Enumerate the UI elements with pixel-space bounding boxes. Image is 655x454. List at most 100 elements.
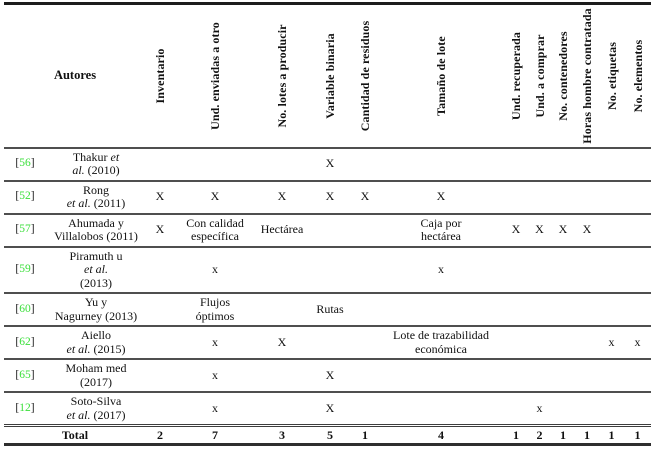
cell-no-elementos [624, 358, 652, 392]
cell-no-contenedores [551, 391, 576, 426]
cell-inventario [146, 245, 175, 293]
cell-cantidad-de-residuos [352, 146, 379, 181]
column-header-no-contenedores: No. contenedores [551, 4, 575, 148]
table-row: [52] Rong et al. (2011) X X X X X X [4, 179, 652, 214]
total-no-lotes-a-producir: 3 [256, 424, 309, 445]
cell-variable-binaria: X [308, 358, 353, 392]
cell-no-etiquetas [599, 358, 625, 392]
citation-link[interactable]: [62] [4, 325, 46, 359]
cell-inventario [146, 292, 175, 326]
column-header-label: No. elementos [630, 39, 645, 113]
cell-und-enviadas-a-otro: Con calidad específica [174, 212, 257, 247]
cell-tamano-de-lote [378, 391, 505, 426]
cell-variable-binaria: Rutas [308, 292, 353, 326]
citation-link[interactable]: [59] [4, 245, 46, 293]
total-und-a-comprar: 2 [528, 424, 552, 445]
cell-cantidad-de-residuos [352, 325, 379, 359]
cell-cantidad-de-residuos [352, 391, 379, 426]
total-inventario: 2 [146, 424, 175, 445]
cell-no-lotes-a-producir [256, 358, 309, 392]
cell-no-lotes-a-producir [256, 146, 309, 181]
cell-no-lotes-a-producir [256, 292, 309, 326]
cell-und-recuperada [504, 358, 529, 392]
cell-und-recuperada [504, 292, 529, 326]
column-header-label: Und. recuperada [509, 31, 524, 120]
cell-horas-hombre-contratada [575, 292, 600, 326]
cell-und-recuperada [504, 391, 529, 426]
total-row: Total 2 7 3 5 1 4 1 2 1 1 1 1 [4, 424, 652, 445]
cell-variable-binaria: X [308, 391, 353, 426]
cell-horas-hombre-contratada [575, 179, 600, 214]
cell-no-contenedores [551, 358, 576, 392]
cell-no-contenedores [551, 245, 576, 293]
cell-no-etiquetas [599, 292, 625, 326]
cell-cantidad-de-residuos: X [352, 179, 379, 214]
cell-no-elementos: x [624, 325, 652, 359]
cell-no-contenedores [551, 179, 576, 214]
total-variable-binaria: 5 [308, 424, 353, 445]
cell-horas-hombre-contratada: X [575, 212, 600, 247]
cell-no-lotes-a-producir: X [256, 325, 309, 359]
author-name: Moham med (2017) [46, 358, 147, 392]
cell-und-a-comprar [528, 292, 552, 326]
cell-und-recuperada: X [504, 212, 529, 247]
citation-link[interactable]: [56] [4, 146, 46, 181]
cell-no-etiquetas [599, 245, 625, 293]
citation-link[interactable]: [52] [4, 179, 46, 214]
cell-und-enviadas-a-otro: X [174, 179, 257, 214]
cell-no-etiquetas [599, 146, 625, 181]
cell-und-enviadas-a-otro: x [174, 245, 257, 293]
cell-inventario [146, 391, 175, 426]
total-und-enviadas-a-otro: 7 [174, 424, 257, 445]
cell-horas-hombre-contratada [575, 358, 600, 392]
cell-cantidad-de-residuos [352, 358, 379, 392]
cell-horas-hombre-contratada [575, 325, 600, 359]
citation-link[interactable]: [57] [4, 212, 46, 247]
author-name: Thakur et al. (2010) [46, 146, 147, 181]
cell-no-etiquetas [599, 212, 625, 247]
cell-no-contenedores [551, 325, 576, 359]
column-header-horas-hombre-contratada: Horas hombre contratada [575, 4, 599, 148]
column-header-label: No. etiquetas [604, 41, 619, 110]
cell-und-a-comprar [528, 179, 552, 214]
cell-no-etiquetas: x [599, 325, 625, 359]
table-row: [59] Piramuth u et al. (2013) x x [4, 245, 652, 293]
author-name: Aiello et al. (2015) [46, 325, 147, 359]
citation-link[interactable]: [12] [4, 391, 46, 426]
column-header-no-etiquetas: No. etiquetas [599, 4, 624, 148]
citation-link[interactable]: [60] [4, 292, 46, 326]
cell-no-lotes-a-producir: Hectárea [256, 212, 309, 247]
column-header-variable-binaria: Variable binaria [308, 4, 352, 148]
cell-und-recuperada [504, 325, 529, 359]
cell-no-etiquetas [599, 179, 625, 214]
column-header-label: Cantidad de residuos [358, 20, 373, 131]
cell-inventario: X [146, 179, 175, 214]
cell-und-recuperada [504, 245, 529, 293]
total-no-elementos: 1 [624, 424, 652, 445]
cell-tamano-de-lote: Caja por hectárea [378, 212, 505, 247]
cell-no-contenedores [551, 146, 576, 181]
cell-und-a-comprar [528, 146, 552, 181]
cell-variable-binaria [308, 325, 353, 359]
cell-variable-binaria [308, 212, 353, 247]
total-cantidad-de-residuos: 1 [352, 424, 379, 445]
table-row: [56] Thakur et al. (2010) X [4, 146, 652, 181]
cell-no-lotes-a-producir [256, 391, 309, 426]
cell-inventario [146, 146, 175, 181]
total-no-contenedores: 1 [551, 424, 576, 445]
cell-no-etiquetas [599, 391, 625, 426]
column-header-label: No. contenedores [556, 31, 571, 121]
column-header-und-a-comprar: Und. a comprar [528, 4, 551, 148]
table-row: [62] Aiello et al. (2015) x X Lote de trazabi… [4, 325, 652, 359]
cell-und-enviadas-a-otro: x [174, 358, 257, 392]
cell-no-contenedores: X [551, 212, 576, 247]
column-header-autores: Autores [53, 68, 97, 83]
citation-link[interactable]: [65] [4, 358, 46, 392]
total-horas-hombre-contratada: 1 [575, 424, 600, 445]
cell-no-contenedores [551, 292, 576, 326]
cell-horas-hombre-contratada [575, 391, 600, 426]
column-header-und-enviadas-a-otro: Und. enviadas a otro [174, 4, 256, 148]
cell-tamano-de-lote [378, 146, 505, 181]
